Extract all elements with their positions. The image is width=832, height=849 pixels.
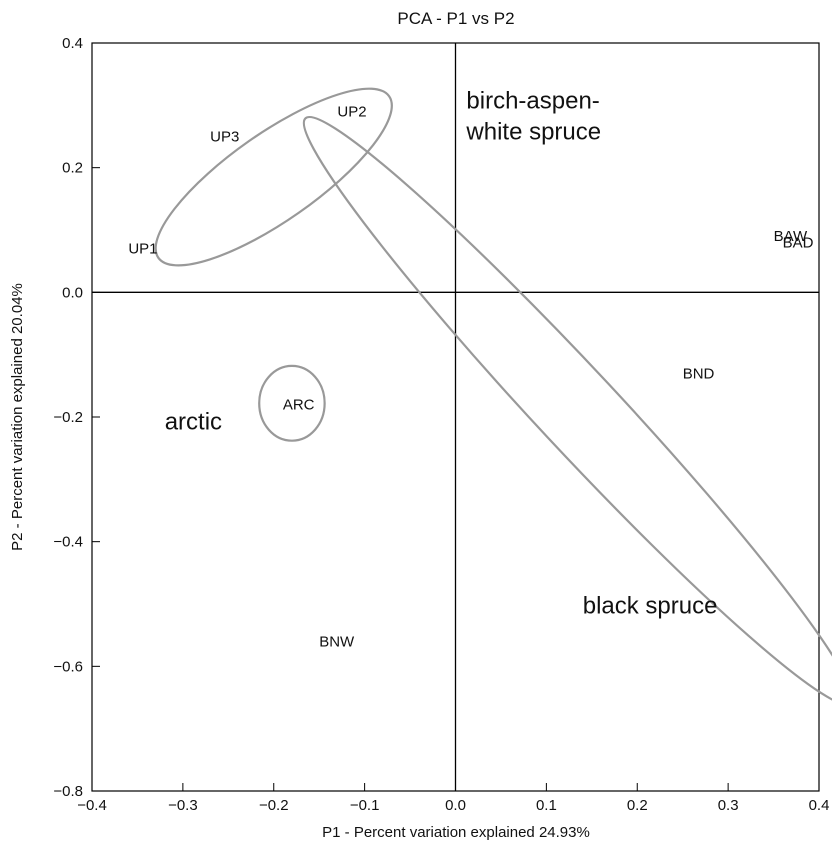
ellipse-b xyxy=(302,115,832,706)
group-label: birch-aspen-white spruce xyxy=(465,87,601,145)
ellipse-arc xyxy=(258,364,326,442)
y-tick-label: 0.0 xyxy=(62,284,83,301)
x-tick-label: 0.4 xyxy=(809,797,830,814)
x-tick-label: −0.1 xyxy=(350,797,380,814)
y-axis-title: P2 - Percent variation explained 20.04% xyxy=(9,283,26,551)
y-tick-label: −0.8 xyxy=(53,783,83,800)
y-tick-label: −0.6 xyxy=(53,658,83,675)
point-label-bad: BAD xyxy=(783,234,814,251)
y-tick-label: −0.4 xyxy=(53,534,83,551)
point-label-bnw: BNW xyxy=(319,633,355,650)
group-label: arctic xyxy=(165,408,222,435)
ellipse-up xyxy=(154,87,393,267)
x-tick-label: 0.0 xyxy=(445,797,466,814)
x-tick-label: 0.3 xyxy=(718,797,739,814)
x-tick-label: −0.2 xyxy=(259,797,289,814)
x-tick-label: −0.4 xyxy=(77,797,107,814)
chart-title: PCA - P1 vs P2 xyxy=(397,9,514,28)
point-label-up2: UP2 xyxy=(337,104,366,121)
x-tick-label: 0.1 xyxy=(536,797,557,814)
zero-lines xyxy=(92,43,819,791)
point-label-up1: UP1 xyxy=(128,241,157,258)
x-tick-label: 0.2 xyxy=(627,797,648,814)
group-label: black spruce xyxy=(583,592,718,619)
ellipses-layer xyxy=(154,87,832,706)
y-tick-label: 0.2 xyxy=(62,160,83,177)
point-label-arc: ARC xyxy=(283,397,315,414)
x-axis-title: P1 - Percent variation explained 24.93% xyxy=(322,824,590,841)
point-label-baw: BAW xyxy=(774,228,808,245)
point-label-up3: UP3 xyxy=(210,129,239,146)
x-tick-label: −0.3 xyxy=(168,797,198,814)
y-tick-label: −0.2 xyxy=(53,409,83,426)
y-tick-label: 0.4 xyxy=(62,35,83,52)
groups-layer: birch-aspen-white spruce arctic black spru… xyxy=(165,87,718,619)
ticks-layer: −0.4 −0.3 −0.2 −0.1 0.0 0.1 0.2 0.3 0.4 0.4 0.2 0.0… xyxy=(53,35,829,814)
point-label-bnd: BND xyxy=(683,365,715,382)
